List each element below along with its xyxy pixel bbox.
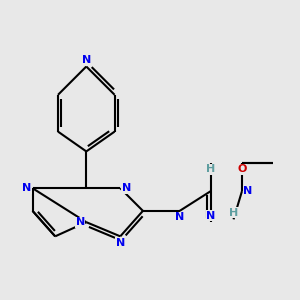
Text: N: N [175,212,184,222]
Text: N: N [122,183,131,193]
Text: H: H [229,208,238,218]
Text: H: H [206,164,215,174]
Text: N: N [22,183,31,193]
Text: N: N [76,217,85,227]
Text: N: N [116,238,125,248]
Text: N: N [243,186,253,196]
Text: O: O [237,164,247,174]
Text: N: N [82,55,91,65]
Text: N: N [206,211,215,221]
